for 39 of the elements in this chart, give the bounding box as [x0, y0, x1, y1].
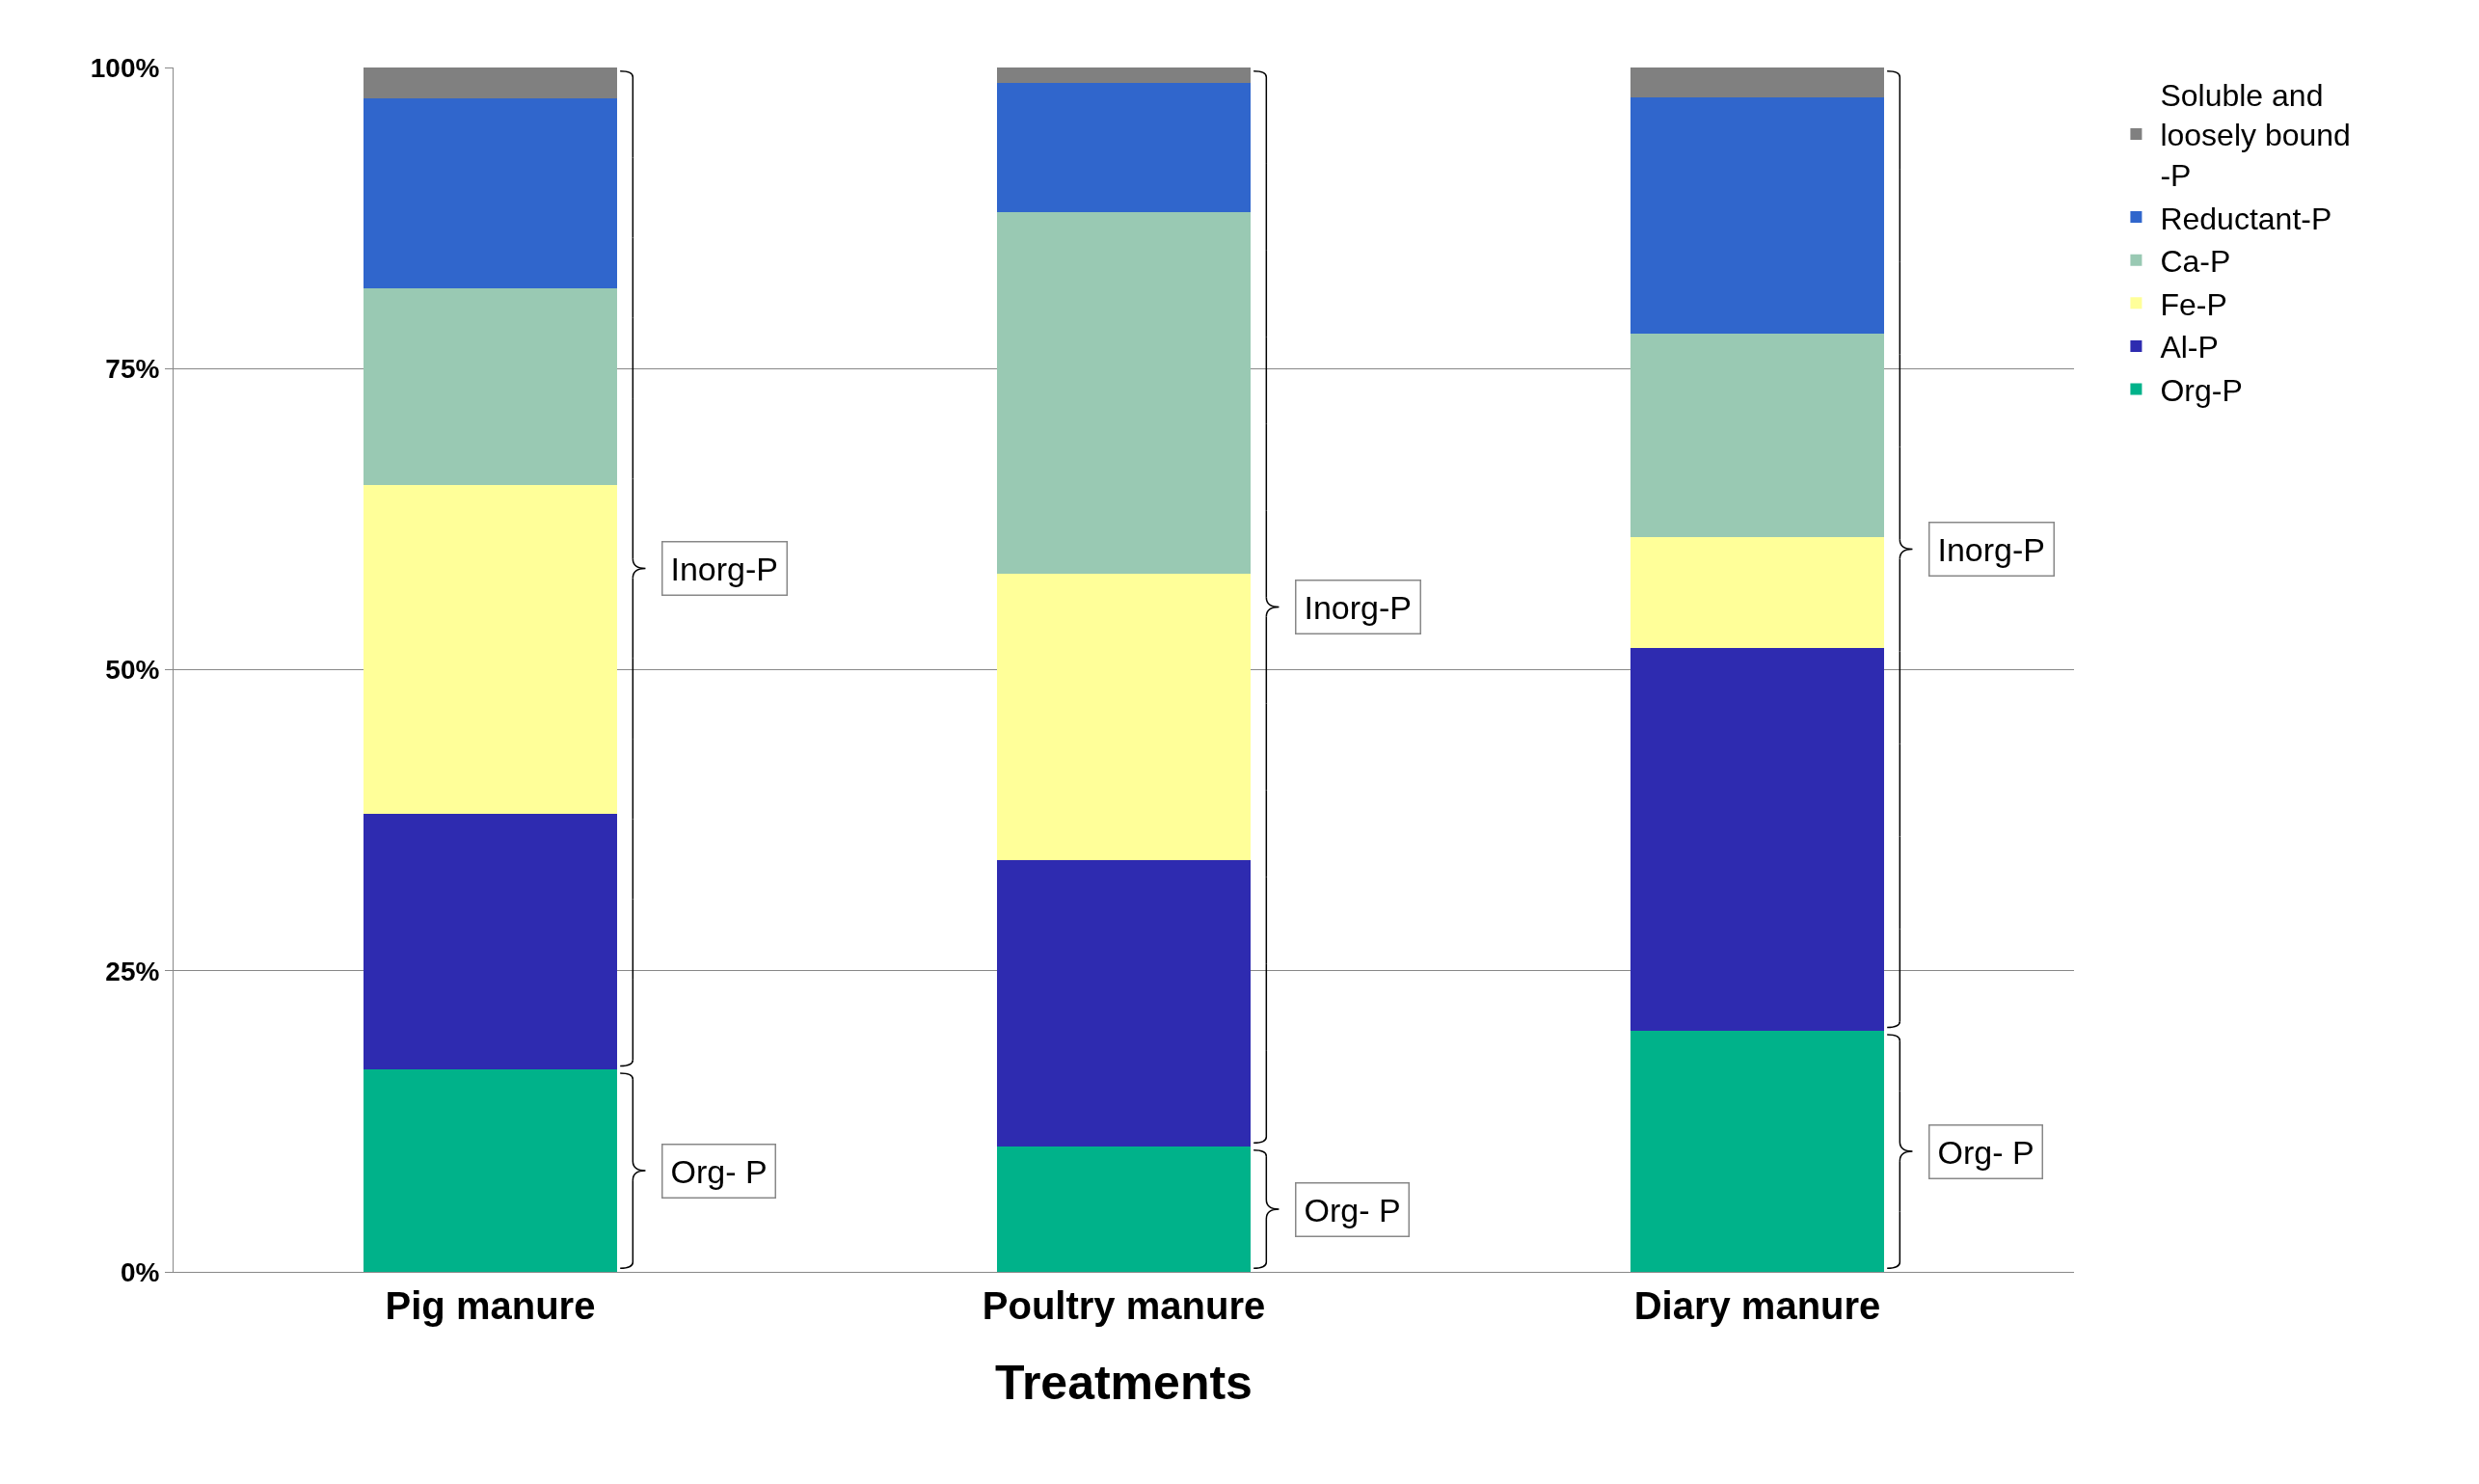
annotation: Inorg-P: [1304, 588, 1412, 626]
legend-label: Reductant-P: [2160, 201, 2332, 236]
x-axis-title: Treatments: [995, 1355, 1253, 1410]
bar: [997, 83, 1251, 212]
bar: [1630, 97, 1884, 335]
x-tick-label: Poultry manure: [982, 1284, 1266, 1327]
bar: [997, 859, 1251, 1147]
y-tick-label: 50%: [105, 655, 160, 686]
bar: [1630, 1031, 1884, 1272]
legend-label: Ca-P: [2160, 244, 2231, 280]
legend-label: Al-P: [2160, 330, 2219, 365]
y-tick-label: 75%: [105, 354, 160, 385]
annotation: Org- P: [1937, 1133, 2034, 1171]
y-tick-label: 100%: [90, 52, 160, 83]
bar: [1630, 648, 1884, 1032]
bar: [364, 67, 617, 99]
bar: [364, 814, 617, 1070]
legend-label: Fe-P: [2160, 286, 2227, 322]
bar: [1630, 537, 1884, 649]
x-tick-label: Diary manure: [1633, 1284, 1881, 1327]
y-tick-label: 25%: [105, 956, 160, 986]
bar: [364, 485, 617, 815]
bar: [997, 211, 1251, 574]
annotation: Inorg-P: [1937, 530, 2045, 568]
annotation: Inorg-P: [670, 550, 778, 587]
bar: [997, 573, 1251, 860]
legend-label: Org-P: [2160, 372, 2243, 408]
bar: [364, 98, 617, 288]
bar: [1630, 67, 1884, 98]
legend-label: Soluble and loosely bound -P: [2160, 77, 2351, 193]
bar: [364, 1069, 617, 1272]
bar: [997, 67, 1251, 84]
bar: [1630, 334, 1884, 538]
y-tick-label: 0%: [120, 1256, 160, 1287]
x-tick-label: Pig manure: [385, 1284, 596, 1327]
annotation: Org- P: [1304, 1191, 1401, 1228]
annotation: Org- P: [670, 1152, 768, 1190]
bar: [364, 287, 617, 486]
bar: [997, 1147, 1251, 1272]
